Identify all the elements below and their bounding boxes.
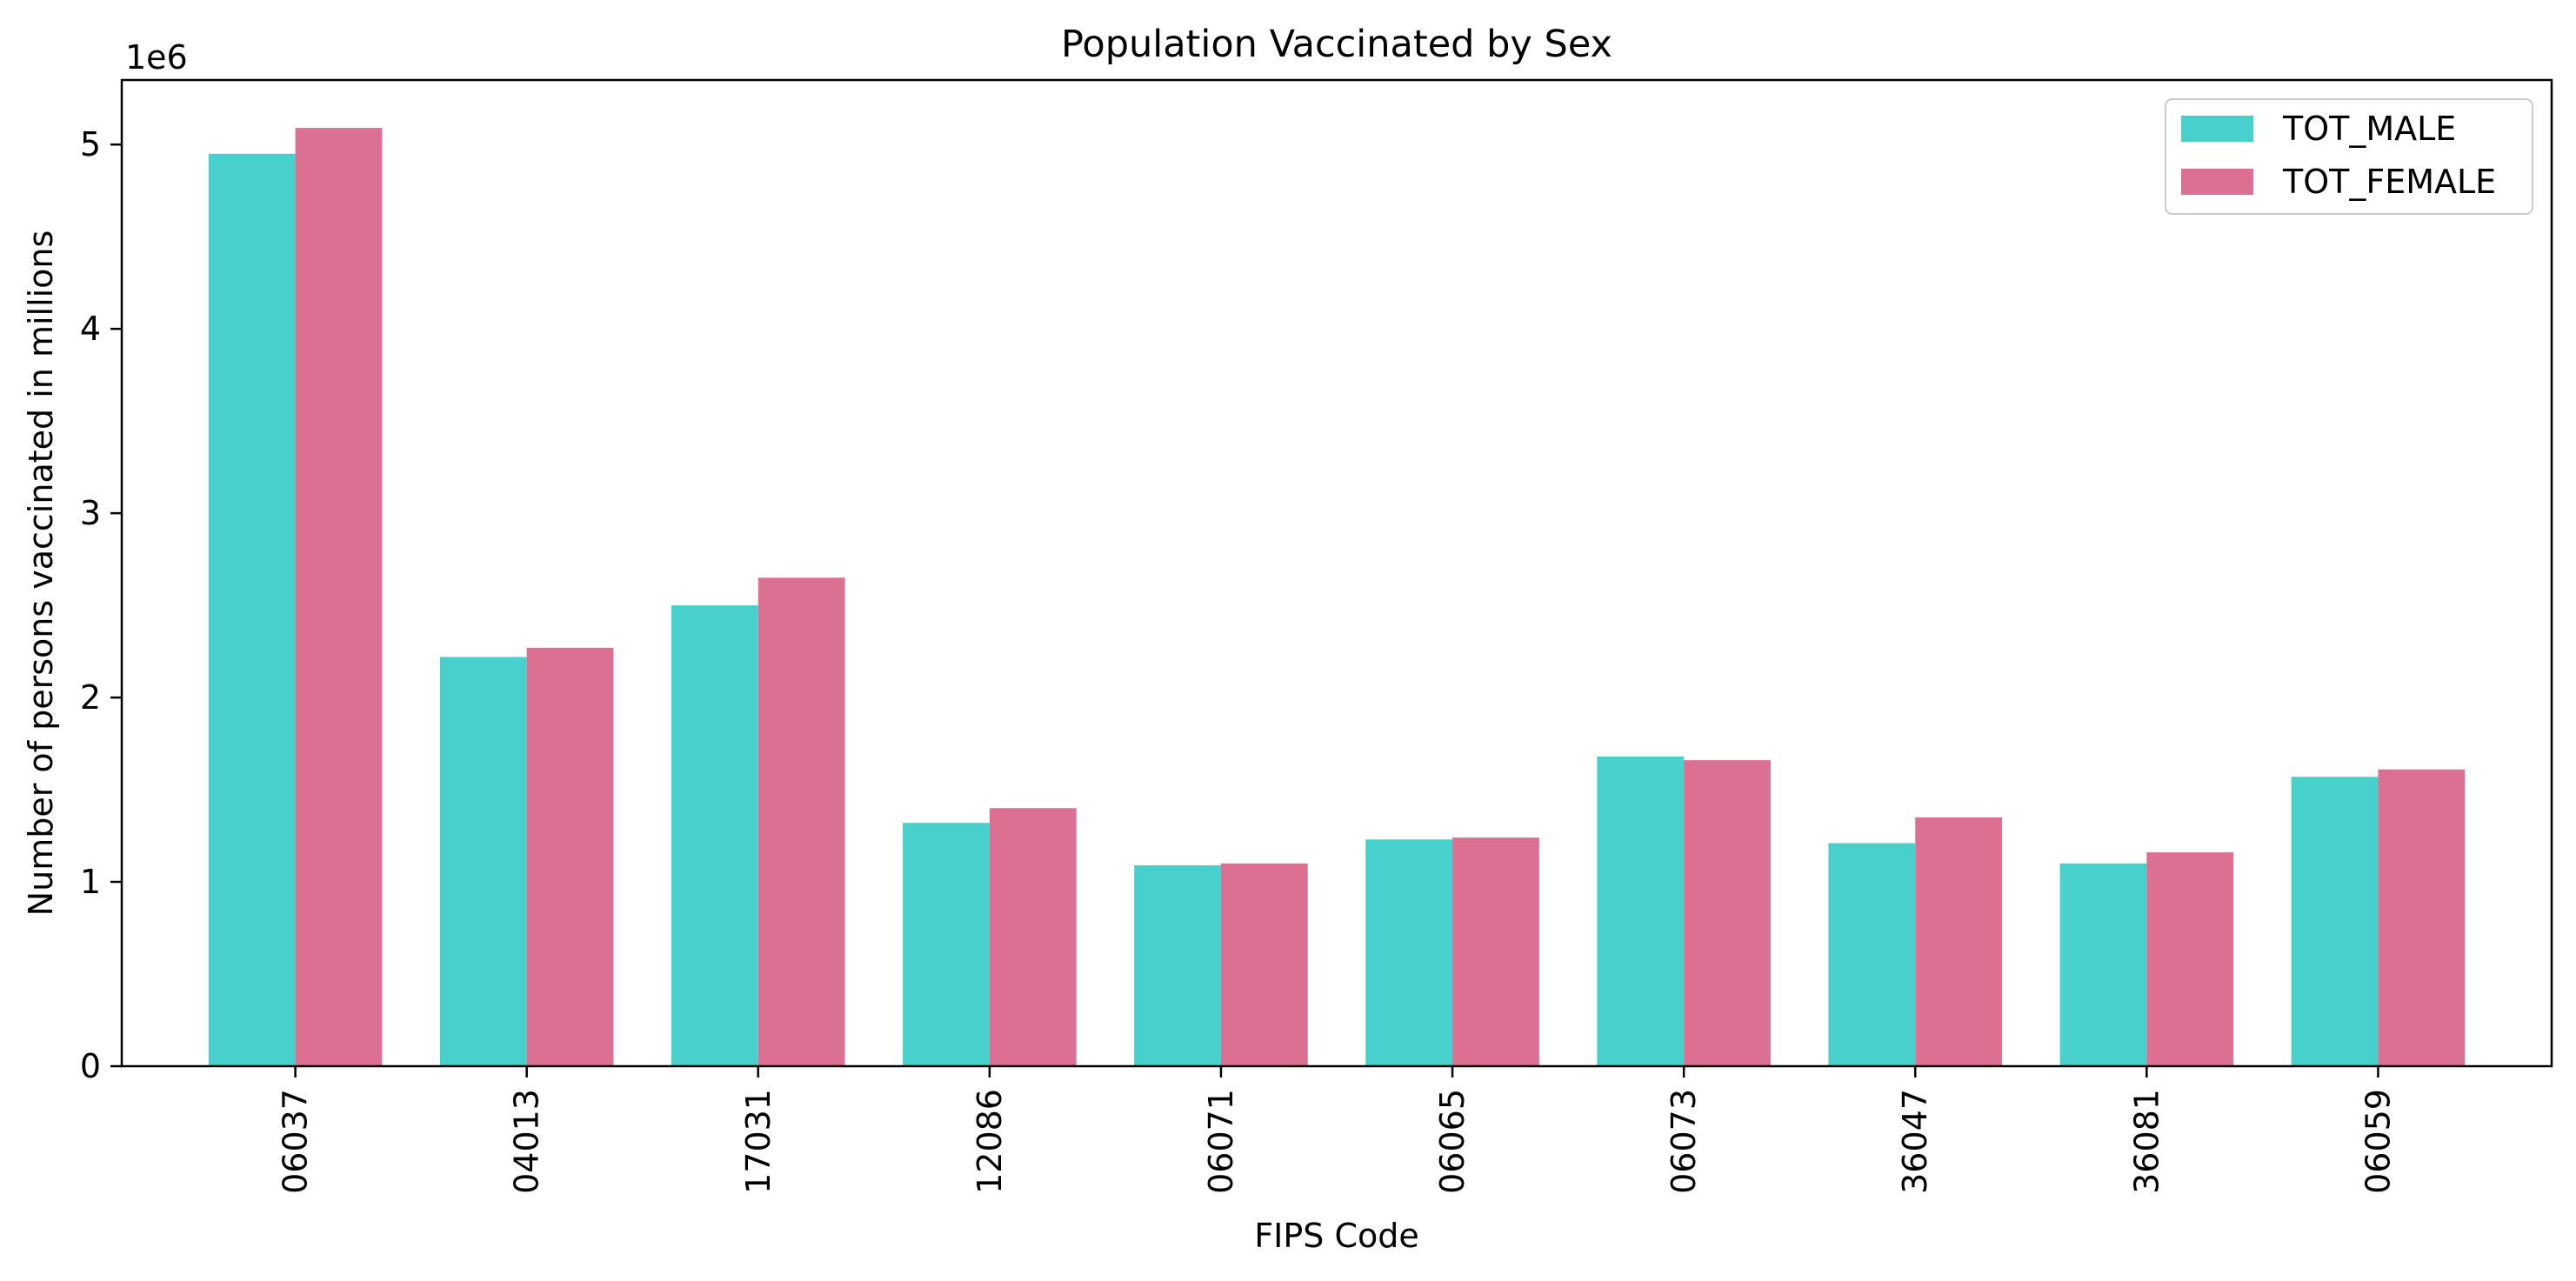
x-tick-label-04013: 04013 (508, 1089, 546, 1194)
bar-tot-female-06059 (2378, 769, 2466, 1066)
x-tick-label-36081: 36081 (2127, 1089, 2166, 1194)
legend-frame (2165, 98, 2533, 215)
y-axis-ticks: 0 1 2 3 4 5 (80, 125, 122, 1085)
bar-tot-female-12086 (989, 808, 1077, 1066)
legend-swatch-male (2181, 116, 2253, 142)
bar-tot-female-06065 (1452, 837, 1539, 1066)
y-tick-label: 0 (80, 1047, 101, 1085)
x-tick-label-06073: 06073 (1665, 1089, 1703, 1194)
chart-title: Population Vaccinated by Sex (1061, 23, 1612, 66)
bar-tot-male-36081 (2059, 863, 2147, 1066)
bar-tot-male-17031 (671, 605, 758, 1066)
bar-tot-male-06065 (1365, 839, 1453, 1066)
y-tick-label: 2 (80, 678, 101, 717)
legend-swatch-female (2181, 169, 2253, 195)
bar-tot-male-36047 (1828, 843, 1916, 1066)
bar-tot-female-04013 (526, 647, 614, 1066)
x-tick-label-06059: 06059 (2359, 1089, 2397, 1194)
bar-tot-female-36081 (2146, 852, 2234, 1066)
bar-tot-female-17031 (757, 577, 845, 1066)
y-tick-label: 3 (80, 494, 101, 532)
bar-tot-male-06037 (208, 153, 296, 1066)
x-axis-ticks: 06037 04013 17031 12086 06071 06065 06073 36047… (277, 1066, 2397, 1194)
y-axis-offset-label: 1e6 (125, 38, 188, 77)
legend-label-female: TOT_FEMALE (2282, 163, 2496, 201)
x-axis-label: FIPS Code (1254, 1217, 1418, 1255)
plot-frame (120, 78, 2553, 1068)
y-tick-label: 1 (80, 863, 101, 901)
x-tick-label-06065: 06065 (1433, 1089, 1472, 1194)
bar-tot-female-06037 (295, 128, 383, 1067)
y-axis-label: Number of persons vaccinated in millions (22, 230, 60, 917)
bars-group (208, 128, 2466, 1067)
y-tick-label: 5 (80, 125, 101, 163)
bar-tot-female-06073 (1684, 760, 1771, 1066)
bar-tot-male-06059 (2291, 777, 2379, 1066)
bar-tot-male-04013 (439, 657, 527, 1066)
bar-tot-female-36047 (1915, 817, 2003, 1066)
x-tick-label-17031: 17031 (739, 1089, 777, 1194)
y-tick-label: 4 (80, 310, 101, 348)
x-tick-label-36047: 36047 (1896, 1089, 1934, 1194)
x-tick-label-06037: 06037 (277, 1089, 315, 1194)
legend-label-male: TOT_MALE (2282, 110, 2456, 148)
bar-tot-female-06071 (1220, 863, 1308, 1066)
x-tick-label-06071: 06071 (1202, 1089, 1240, 1194)
x-tick-label-12086: 12086 (971, 1089, 1009, 1194)
bar-tot-male-12086 (903, 823, 990, 1066)
legend: TOT_MALE TOT_FEMALE (2165, 98, 2533, 215)
bar-tot-male-06071 (1134, 864, 1221, 1066)
bar-tot-male-06073 (1597, 756, 1685, 1066)
